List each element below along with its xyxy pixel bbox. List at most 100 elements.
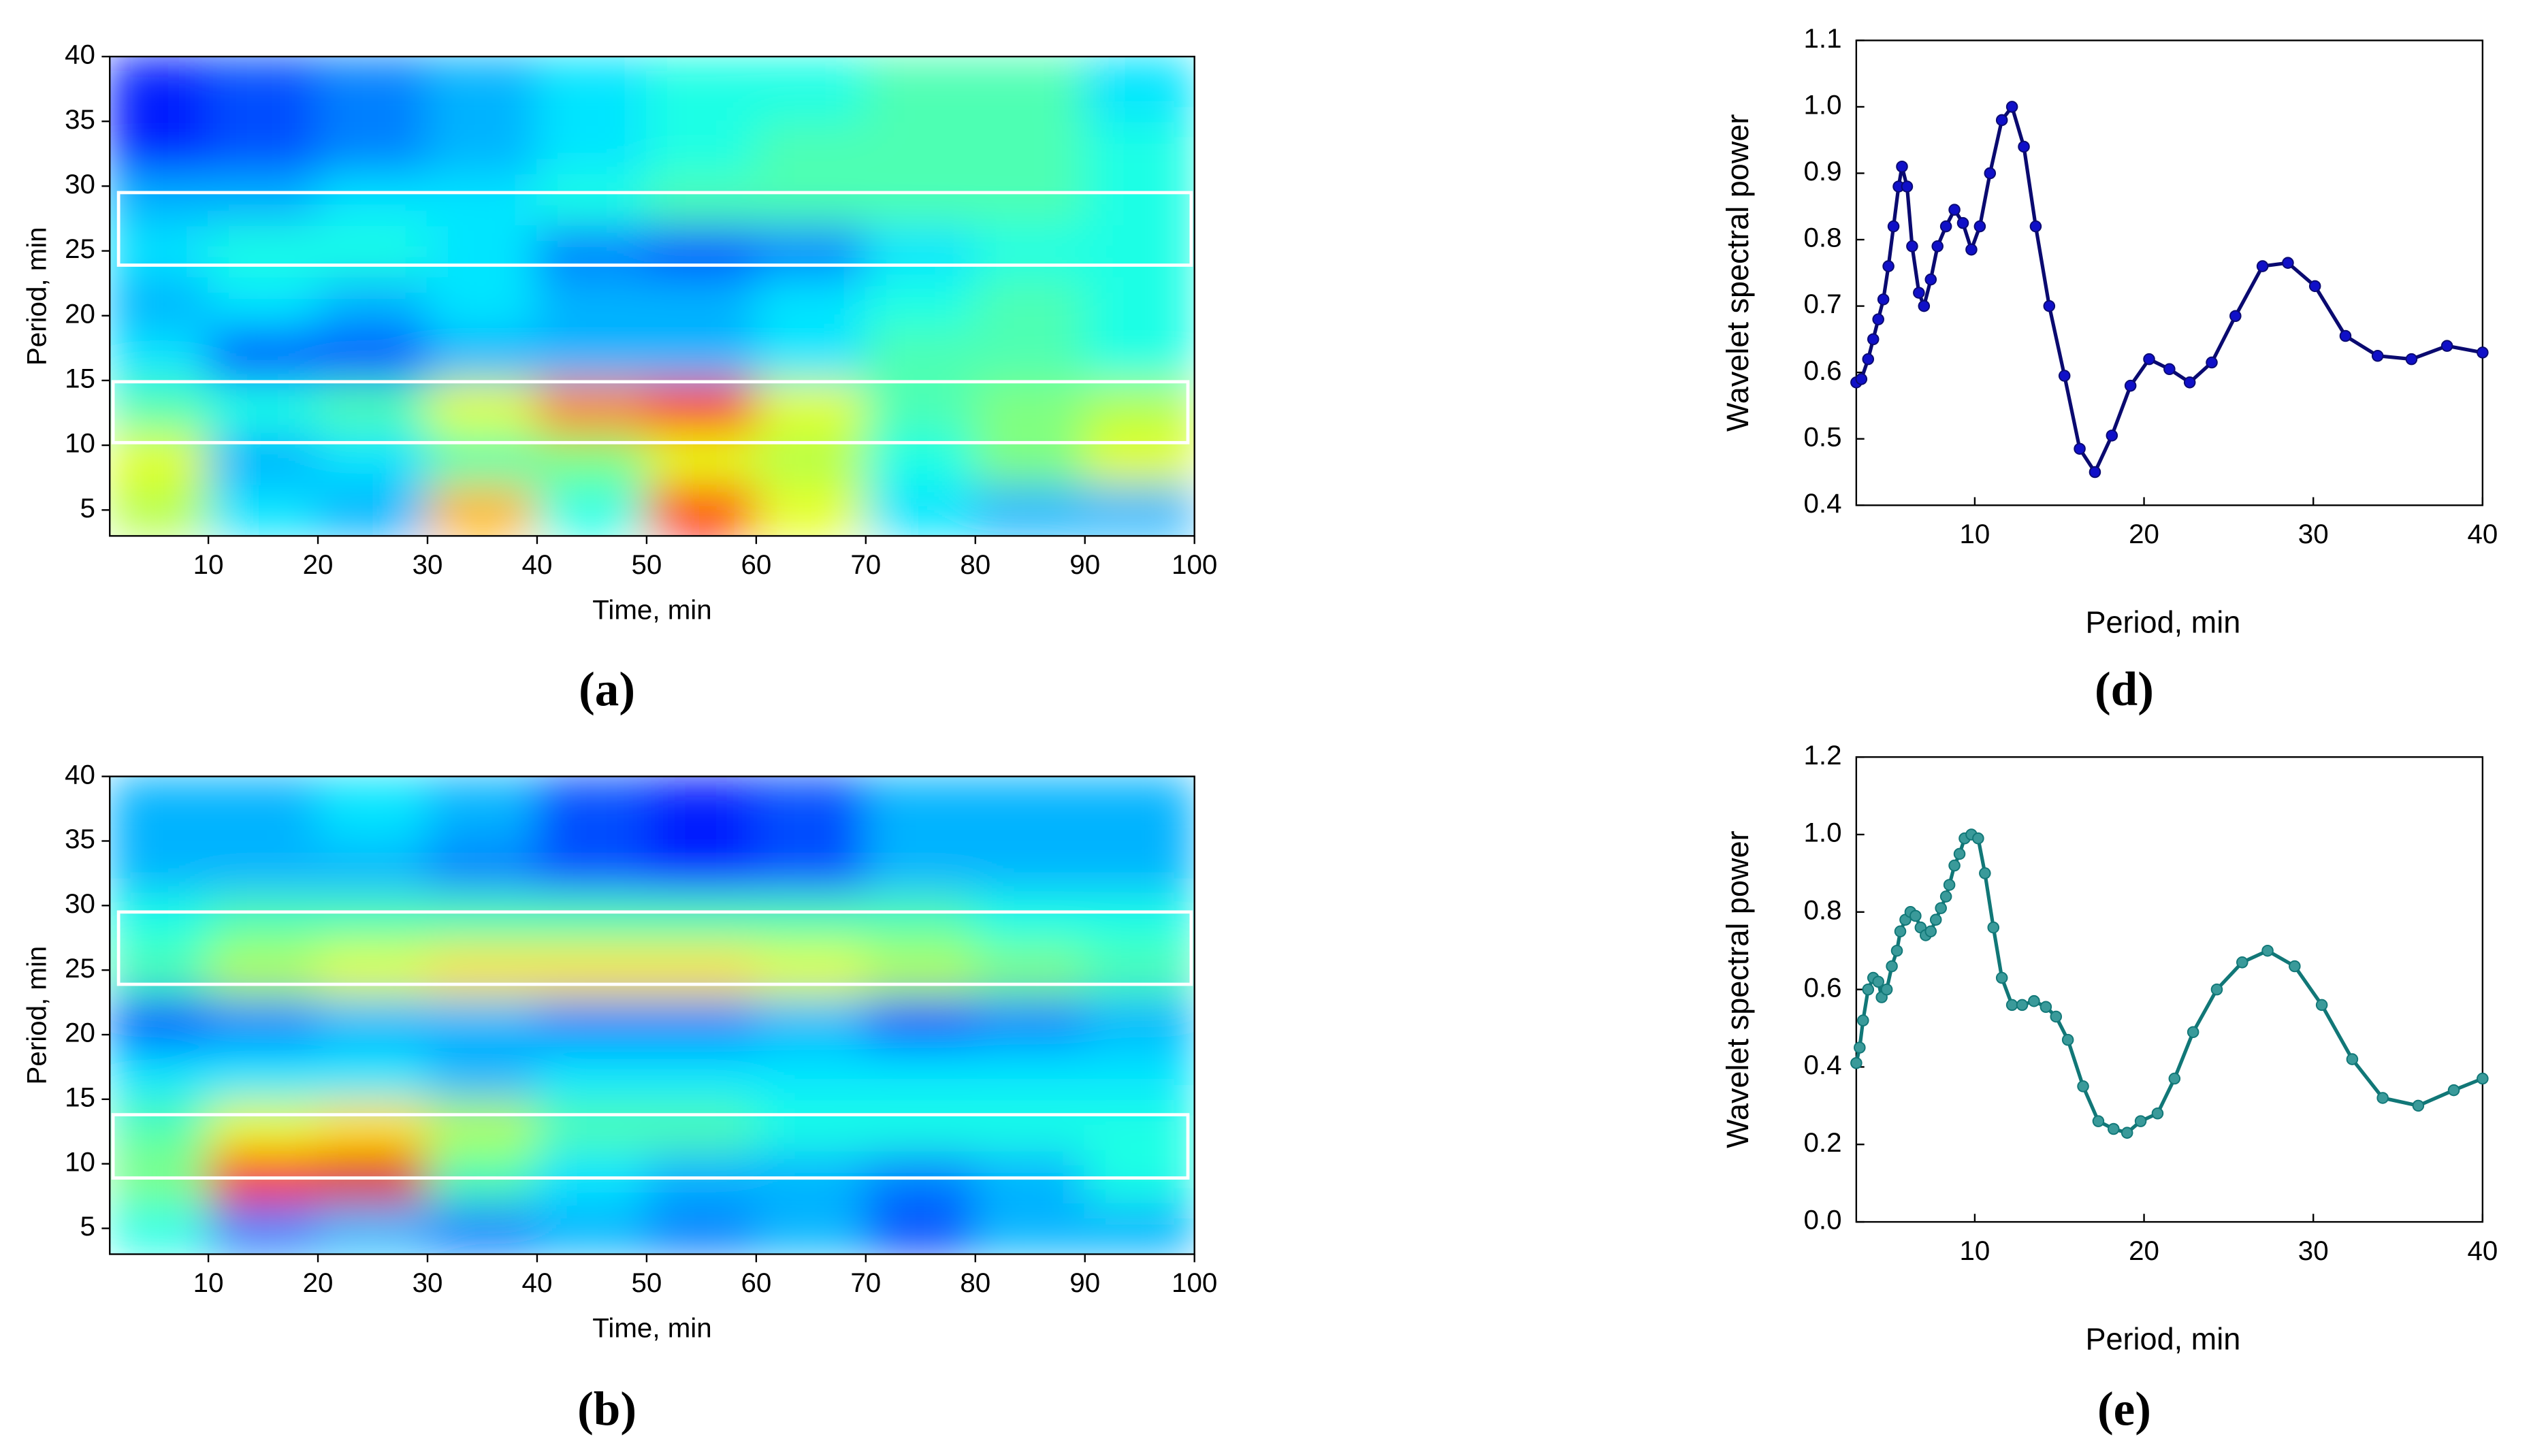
heat-cell xyxy=(536,1046,648,1101)
data-point xyxy=(2061,1033,2074,1046)
heat-cell xyxy=(110,943,210,997)
heat-cell xyxy=(974,1201,1086,1255)
heat-cell xyxy=(207,276,319,329)
data-point xyxy=(1924,273,1937,286)
heat-cell xyxy=(207,379,319,434)
heat-cell xyxy=(755,1046,867,1101)
heat-cell xyxy=(974,776,1086,842)
y-tick-label: 35 xyxy=(65,104,95,135)
data-point xyxy=(2206,356,2218,369)
data-point xyxy=(1943,879,1956,891)
heat-cell xyxy=(974,892,1086,945)
heat-cell xyxy=(426,379,538,434)
heat-cell xyxy=(317,776,429,842)
highlight-box xyxy=(111,1113,1190,1180)
data-point xyxy=(2339,329,2352,342)
heat-cell xyxy=(207,840,319,894)
heat-cell xyxy=(1084,1098,1195,1152)
x-tick-label: 10 xyxy=(1959,519,1990,549)
heat-cell xyxy=(536,776,648,842)
heat-cell xyxy=(426,224,538,278)
x-tick-label: 40 xyxy=(522,1267,553,1298)
data-point xyxy=(2168,1072,2181,1085)
heat-cell xyxy=(317,892,429,945)
heat-cell xyxy=(110,1046,210,1101)
heat-cell xyxy=(426,1098,538,1152)
heat-cell xyxy=(974,120,1086,174)
heat-cell xyxy=(426,276,538,329)
heat-cell xyxy=(645,379,758,434)
heat-cell xyxy=(536,379,648,434)
data-point xyxy=(2029,220,2042,233)
heat-cell xyxy=(426,431,538,485)
data-point xyxy=(1850,1056,1863,1069)
heat-cell xyxy=(536,431,648,485)
heat-cell xyxy=(426,1046,538,1101)
heat-cell xyxy=(1084,379,1195,434)
heat-cell xyxy=(536,943,648,997)
heat-cell xyxy=(110,172,210,226)
y-tick-label: 40 xyxy=(65,759,95,790)
heat-cell xyxy=(207,56,319,123)
x-tick-label: 40 xyxy=(2467,519,2498,549)
heat-cell xyxy=(317,483,429,536)
data-point xyxy=(2210,983,2223,996)
y-tick-label: 10 xyxy=(65,1146,95,1177)
heat-cell xyxy=(865,1201,976,1255)
data-point xyxy=(2412,1099,2425,1112)
y-tick-label: 0.5 xyxy=(1803,421,1841,452)
y-axis-label: Period, min xyxy=(22,946,52,1085)
heat-cell xyxy=(974,840,1086,894)
heat-cell xyxy=(317,431,429,485)
heat-cell xyxy=(645,776,758,842)
heat-cell xyxy=(207,1098,319,1152)
heat-cell xyxy=(645,1046,758,1101)
heat-cell xyxy=(536,840,648,894)
heat-cell xyxy=(317,1201,429,1255)
heat-cell xyxy=(865,1046,976,1101)
heat-field xyxy=(110,56,1195,536)
plot-frame xyxy=(109,775,1195,1255)
x-tick-label: 20 xyxy=(2129,519,2159,549)
heat-cell xyxy=(974,379,1086,434)
heat-cell xyxy=(865,56,976,123)
x-tick-label: 40 xyxy=(2467,1235,2498,1266)
y-tick-label: 0.8 xyxy=(1803,223,1841,253)
heat-cell xyxy=(426,172,538,226)
x-tick-label: 90 xyxy=(1069,549,1100,580)
heat-cell xyxy=(974,483,1086,536)
heat-cell xyxy=(1084,172,1195,226)
data-point xyxy=(2077,1080,2089,1093)
data-point xyxy=(1887,220,1900,233)
heat-cell xyxy=(974,994,1086,1049)
data-point xyxy=(2261,944,2274,957)
heat-cell xyxy=(1084,840,1195,894)
data-point xyxy=(1872,313,1884,325)
heat-cell xyxy=(426,1201,538,1255)
heat-cell xyxy=(110,276,210,329)
data-point xyxy=(1995,114,2008,127)
y-tick-label: 25 xyxy=(65,233,95,264)
y-tick-label: 1.2 xyxy=(1803,740,1841,771)
heat-cell xyxy=(207,994,319,1049)
heat-cell xyxy=(207,224,319,278)
data-point xyxy=(1886,960,1898,973)
data-point xyxy=(2308,280,2321,293)
data-point xyxy=(1929,913,1942,926)
y-tick-label: 0.4 xyxy=(1803,1050,1841,1080)
heat-cell xyxy=(1084,120,1195,174)
data-point xyxy=(1972,832,1984,845)
data-point xyxy=(2289,960,2301,973)
heat-cell xyxy=(426,776,538,842)
x-tick-label: 20 xyxy=(303,1267,334,1298)
data-point xyxy=(2376,1092,2389,1104)
data-point xyxy=(2151,1107,2164,1120)
x-tick-label: 20 xyxy=(2129,1235,2159,1266)
x-tick-label: 30 xyxy=(2298,1235,2329,1266)
heat-cell xyxy=(426,483,538,536)
data-point xyxy=(2121,1127,2133,1139)
x-axis-label: Time, min xyxy=(592,594,711,625)
heat-cell xyxy=(645,56,758,123)
x-tick-label: 50 xyxy=(631,1267,662,1298)
heat-cell xyxy=(865,224,976,278)
